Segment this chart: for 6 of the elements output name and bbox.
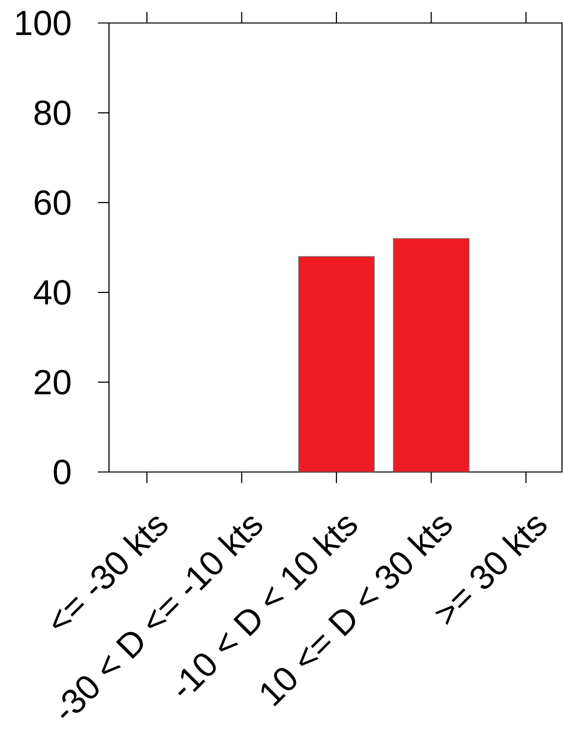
y-tick-label: 60 [34, 190, 70, 215]
y-tick-label: 0 [54, 460, 70, 484]
y-tick-label: 80 [34, 100, 70, 126]
y-tick-label: 100 [16, 10, 70, 36]
y-tick-label: 40 [34, 280, 70, 305]
y-tick-label: 20 [34, 370, 70, 395]
